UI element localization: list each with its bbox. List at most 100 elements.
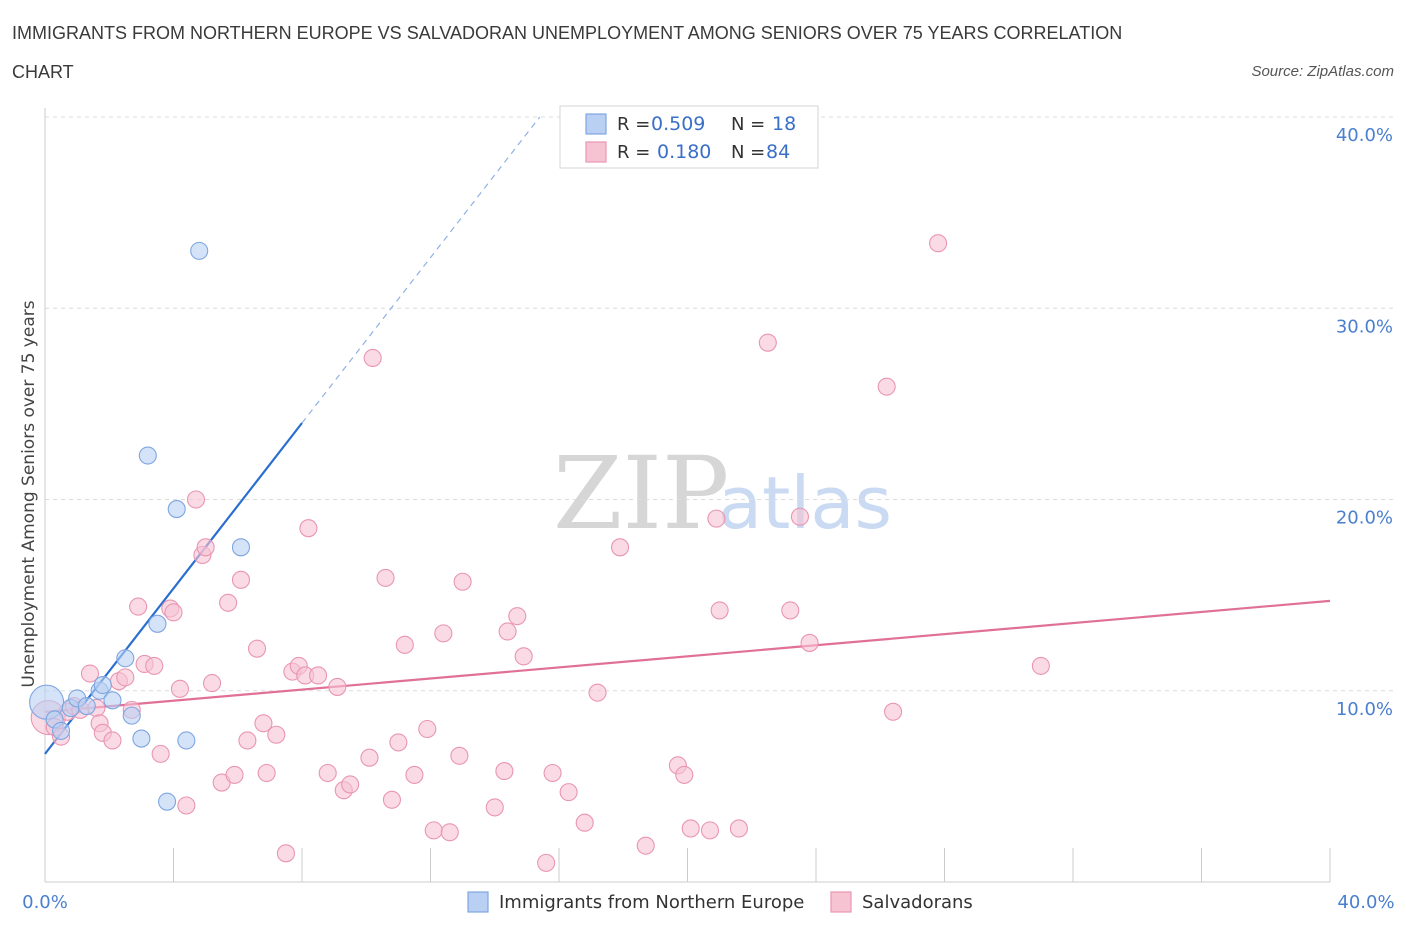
watermark: ZIP atlas [553, 435, 892, 552]
salvadorans-point [485, 798, 504, 817]
chart-title-line1: IMMIGRANTS FROM NORTHERN EUROPE VS SALVA… [12, 23, 1122, 43]
salvadorans-point [299, 519, 318, 538]
salvadorans-point [382, 790, 402, 809]
salvadorans-point [318, 763, 337, 783]
salvadorans-point [707, 509, 726, 528]
bottom-legend-swatch-pink [830, 891, 852, 913]
salvadorans-point [203, 674, 222, 693]
salvadorans-point [328, 677, 347, 696]
salvadorans-point [186, 490, 206, 509]
salvadorans-point [1031, 656, 1050, 675]
northern-europe-point [177, 731, 196, 750]
northern-europe-point [103, 691, 122, 710]
legend-r-label-blue: R = [617, 114, 650, 135]
salvadorans-point [543, 763, 562, 783]
northern-europe-point [138, 446, 157, 465]
northern-europe-point [77, 696, 96, 716]
salvadorans-point [729, 819, 748, 838]
bottom-legend-label-blue: Immigrants from Northern Europe [499, 892, 804, 913]
y-axis-label: Unemployment Among Seniors over 75 years [19, 300, 39, 687]
salvadorans-point [681, 819, 700, 838]
salvadorans-point [575, 813, 594, 832]
watermark-atlas: atlas [718, 461, 892, 545]
salvadorans-point [177, 796, 196, 815]
northern-europe-trend-extension [301, 116, 541, 424]
salvadorans-point [495, 762, 514, 781]
salvadorans-point [360, 748, 379, 767]
salvadorans-points [30, 234, 1050, 872]
northern-europe-point [122, 706, 141, 725]
northern-europe-point [52, 721, 71, 740]
bottom-legend-swatch-blue [467, 891, 489, 913]
salvadorans-point [636, 836, 655, 855]
salvadorans-point [219, 593, 238, 612]
salvadorans-point [424, 821, 443, 840]
salvadorans-point [254, 714, 273, 733]
y-tick-labels: 10.0% 20.0% 30.0% 40.0% [1336, 125, 1393, 720]
salvadorans-point [800, 633, 819, 652]
stats-legend: R = 0.509 N = 18 R = 0.180 N = 84 [559, 105, 819, 169]
salvadorans-point [559, 783, 578, 802]
salvadorans-point [790, 507, 809, 526]
legend-swatch-blue [585, 113, 607, 135]
salvadorans-point [537, 853, 556, 872]
salvadorans-point [514, 647, 533, 666]
northern-europe-point [167, 500, 186, 519]
watermark-zip: ZIP [553, 435, 729, 552]
salvadorans-point [170, 679, 189, 698]
salvadorans-point [781, 601, 800, 620]
salvadorans-point [929, 234, 948, 253]
salvadorans-point [884, 702, 903, 721]
salvadorans-point [700, 821, 720, 840]
salvadorans-point [758, 333, 777, 352]
x-tick-label-max: 40.0% [1337, 892, 1394, 913]
northern-europe-point [93, 675, 112, 695]
salvadorans-point [405, 765, 424, 784]
northern-europe-points [29, 241, 251, 811]
salvadorans-point [238, 731, 257, 750]
legend-n-value-blue: 18 [772, 113, 796, 135]
salvadorans-point [710, 601, 729, 620]
salvadorans-point [151, 744, 170, 763]
legend-r-value-pink: 0.180 [657, 141, 711, 163]
bottom-legend-label-pink: Salvadorans [862, 892, 973, 913]
salvadorans-point [418, 719, 437, 739]
salvadorans-point [440, 823, 459, 842]
salvadorans-point [116, 668, 135, 687]
salvadorans-point [508, 607, 527, 626]
salvadorans-point [395, 635, 414, 654]
salvadorans-trend-line [44, 599, 1331, 713]
legend-swatch-pink [585, 141, 607, 163]
salvadorans-point [103, 731, 122, 750]
chart-source: Source: ZipAtlas.com [1251, 63, 1394, 80]
salvadorans-point [129, 597, 148, 616]
salvadorans-point [309, 666, 328, 685]
legend-n-label-blue: N = [731, 114, 765, 135]
legend-r-value-blue: 0.509 [651, 113, 705, 135]
salvadorans-point [276, 844, 295, 863]
northern-europe-point [231, 538, 251, 557]
northern-europe-point [190, 241, 209, 260]
salvadorans-point [453, 572, 472, 591]
salvadorans-point [145, 656, 164, 675]
salvadorans-point [675, 765, 694, 784]
salvadorans-point [376, 568, 395, 587]
y-tick-label: 40.0% [1336, 125, 1393, 146]
salvadorans-point [610, 538, 630, 557]
salvadorans-point [164, 603, 183, 622]
x-axis-ticks [44, 848, 1331, 882]
salvadorans-point [257, 763, 276, 783]
chart-title-line2: CHART [12, 62, 74, 82]
salvadorans-point [196, 538, 215, 557]
y-tick-label: 30.0% [1336, 316, 1393, 337]
legend-n-value-pink: 84 [766, 141, 790, 163]
salvadorans-point [267, 725, 286, 744]
salvadorans-point [225, 765, 244, 784]
legend-r-label-pink: R = [617, 142, 650, 163]
salvadorans-point [341, 775, 360, 794]
salvadorans-point [588, 683, 607, 702]
salvadorans-point [498, 622, 517, 641]
salvadorans-point [877, 377, 896, 396]
y-tick-label: 10.0% [1336, 699, 1393, 720]
